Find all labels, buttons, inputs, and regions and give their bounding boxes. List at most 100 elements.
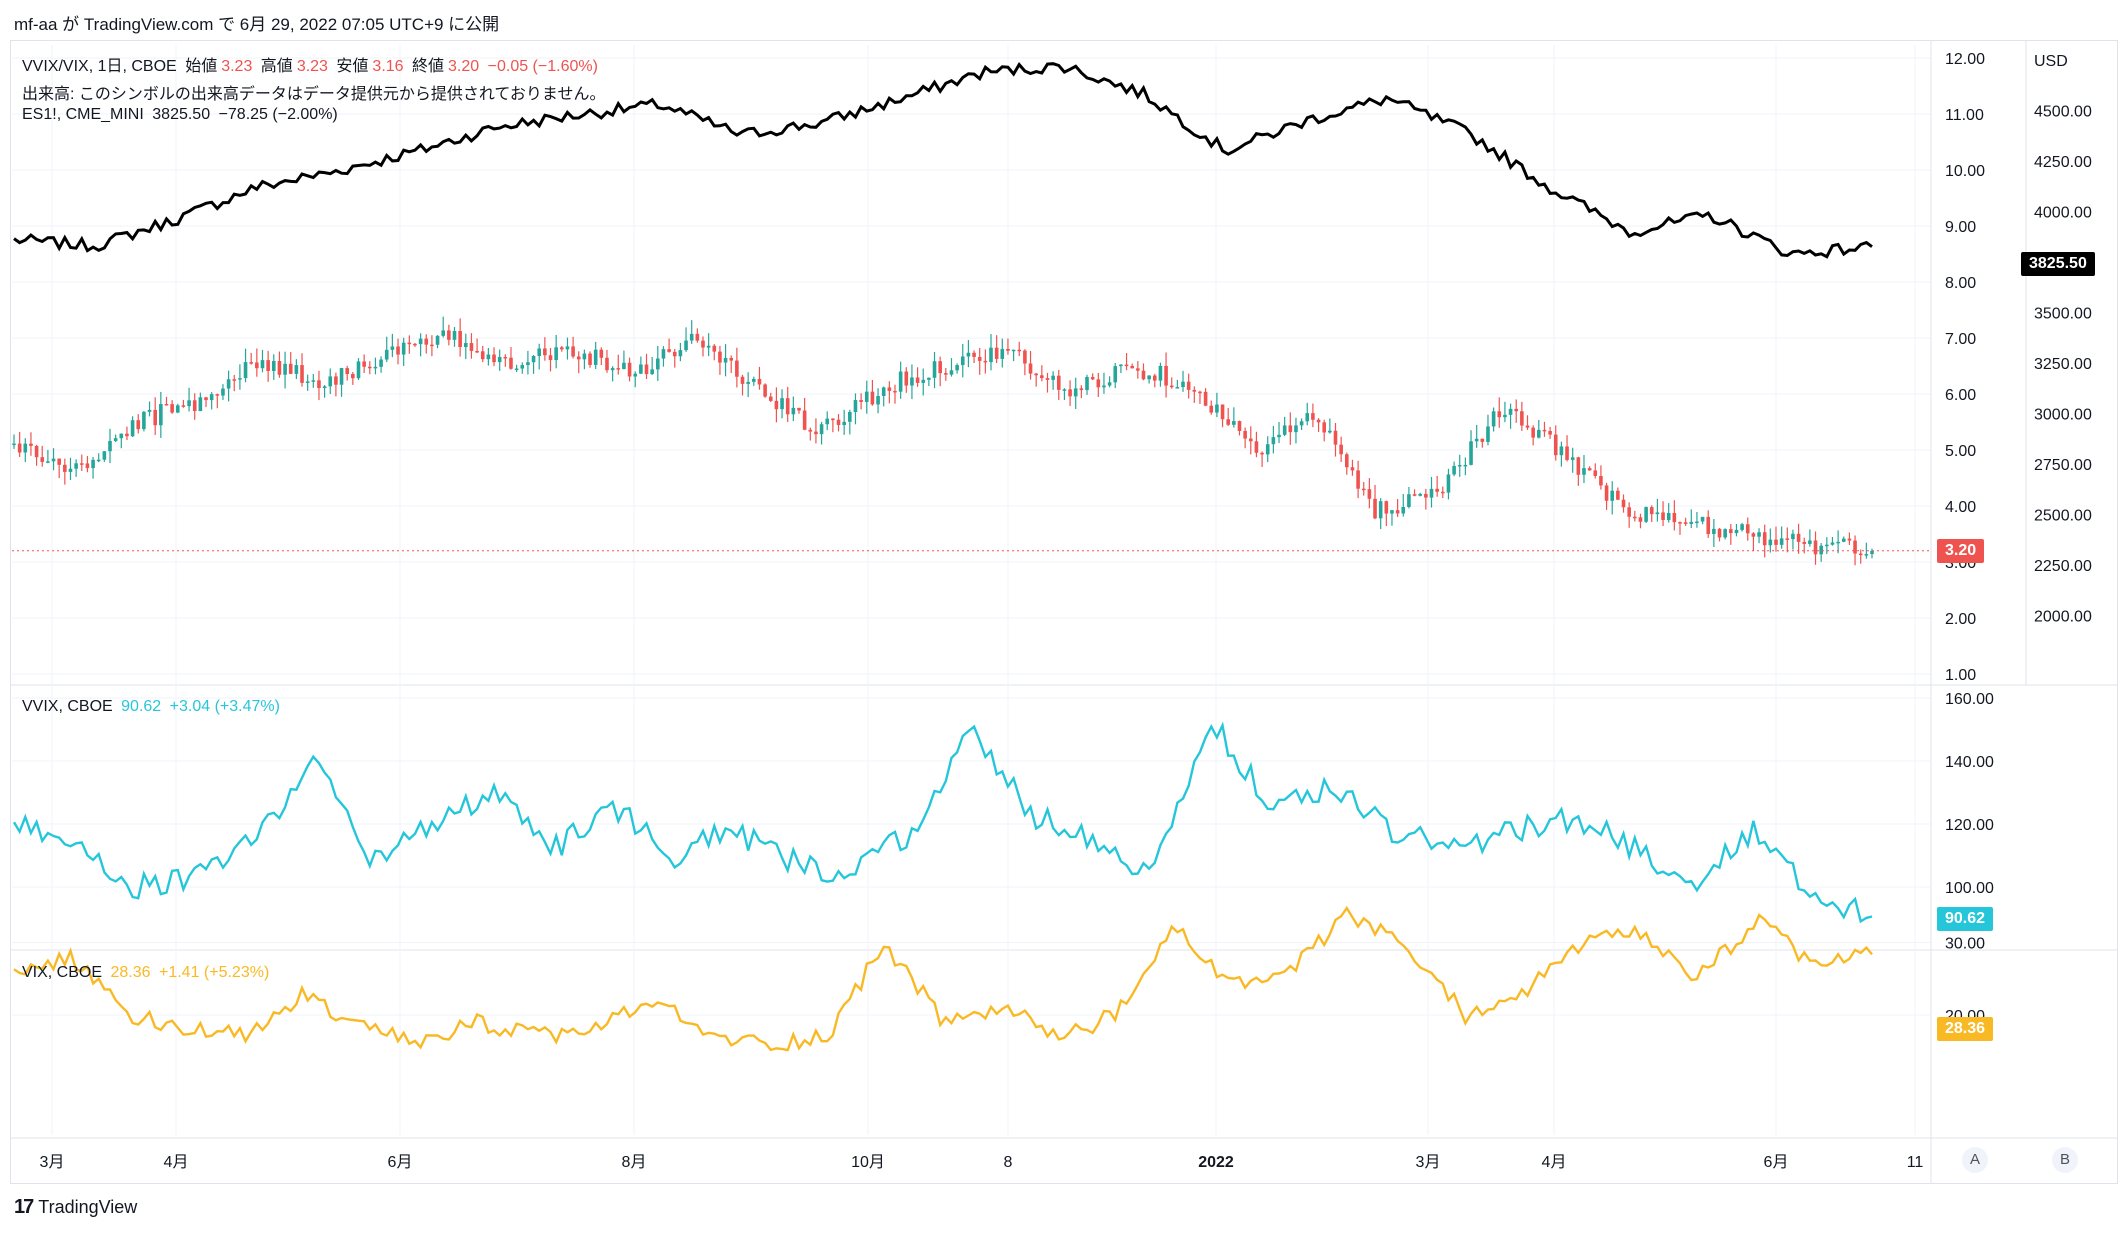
candle-body [1232,421,1236,425]
candle-body [1531,427,1535,438]
candle-body [1644,507,1648,522]
candle-body [1418,493,1423,496]
vvix-symbol[interactable]: VVIX, CBOE [22,698,113,715]
vvix-series-line[interactable] [12,721,1873,924]
candle-body [113,438,118,441]
footer-brand[interactable]: TradingView [38,1197,138,1217]
candle-body [802,410,807,430]
candle-body [1175,387,1180,389]
candle-body [1858,553,1863,556]
es-tick-label: 4250.00 [2034,154,2092,171]
candle-body [718,351,722,363]
candle-body [949,370,954,375]
candle-body [271,361,276,371]
candle-body [1006,348,1010,351]
candle-body [1152,375,1157,381]
candle-body [1497,411,1502,418]
candle-body [475,350,479,353]
price-tag-ratio: 3.20 [1937,539,1985,563]
candle-body [921,379,926,383]
candle-body [650,369,654,375]
vix-series-line[interactable] [13,905,1873,1052]
vvix-tick-label: 100.00 [1945,880,1994,897]
low-label: 安値 [336,58,369,75]
candle-body [1542,429,1547,432]
candle-body [938,361,942,374]
time-tick-label: 3月 [40,1154,65,1171]
candle-body [1740,524,1744,530]
candle-body [1305,413,1310,422]
es-change: −78.25 (−2.00%) [218,106,338,123]
price-tag-vix: 28.36 [1937,1017,1994,1041]
candle-body [339,368,344,385]
es-tick-label: 3500.00 [2034,306,2092,323]
candle-body [1836,541,1840,544]
candle-body [29,443,33,446]
candle-body [735,360,739,377]
scale-b-button[interactable]: B [2052,1147,2078,1173]
candle-body [684,340,688,351]
ratio-tick-label: 8.00 [1945,275,1976,292]
candle-body [1655,512,1660,515]
candle-body [1017,349,1022,352]
open-value: 3.23 [221,58,253,75]
candle-body [1407,494,1411,508]
es-tick-label: 4500.00 [2034,104,2092,121]
vix-symbol[interactable]: VIX, CBOE [22,964,103,981]
candle-body [1215,404,1219,413]
candle-body [356,361,361,379]
candle-body [989,347,993,363]
candle-body [1260,452,1264,455]
candle-body [1277,434,1281,438]
time-tick-label: 6月 [388,1154,413,1171]
candle-body [588,353,592,365]
candle-body [1192,389,1197,392]
candle-body [311,380,316,382]
candle-body [1073,388,1078,397]
candle-body [853,400,858,413]
tradingview-logo-icon[interactable]: 17 [14,1196,34,1218]
candle-body [1553,434,1558,456]
volume-note: 出来高: このシンボルの出来高データはデータ提供元から提供されておりません。 [22,86,606,103]
candle-body [1265,444,1270,455]
candle-body [526,362,530,366]
ratio-tick-label: 5.00 [1945,443,1976,460]
candle-body [1599,475,1603,486]
candle-body [791,407,796,415]
candle-body [1311,413,1315,420]
candle-body [1023,350,1027,364]
es-series-line[interactable] [13,62,1873,259]
candle-body [480,351,485,360]
ratio-tick-label: 6.00 [1945,387,1976,404]
candle-body [757,378,762,385]
es-tick-label: 3250.00 [2034,356,2092,373]
footer: 17 TradingView [14,1196,137,1219]
candle-body [175,405,180,413]
candle-body [215,394,220,396]
candle-body [1271,437,1276,445]
ratio-tick-label: 7.00 [1945,331,1976,348]
candle-body [79,463,84,465]
candle-body [1853,540,1857,554]
candle-body [63,464,67,472]
candle-body [1169,385,1174,388]
candle-body [435,335,440,345]
candle-body [1344,454,1349,468]
candle-body [384,349,389,360]
low-value: 3.16 [372,58,404,75]
candle-body [740,376,745,384]
candle-body [548,355,553,361]
candle-body [209,394,214,401]
legend-main-symbol[interactable]: VVIX/VIX, 1日, CBOE [22,58,177,75]
ratio-tick-label: 9.00 [1945,219,1976,236]
candle-body [1373,498,1377,519]
candle-body [1582,468,1586,475]
auto-scale-button[interactable]: A [1962,1147,1988,1173]
es-symbol[interactable]: ES1!, CME_MINI [22,106,144,123]
candle-body [1096,379,1101,388]
candle-body [1028,363,1033,374]
candle-body [870,391,875,405]
candle-body [181,405,186,407]
candle-body [1158,365,1163,381]
